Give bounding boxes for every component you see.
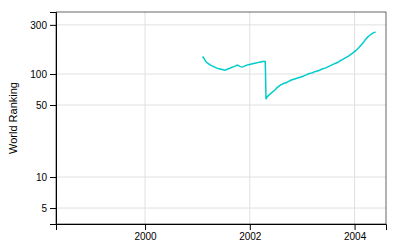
tick-mark	[250, 224, 251, 230]
grid	[56, 12, 386, 224]
grid-line	[56, 74, 386, 75]
tick-mark	[50, 177, 56, 178]
tick: 2004	[344, 224, 367, 242]
tick: 300	[30, 20, 56, 31]
grid-line	[354, 12, 355, 224]
tick-label: 5	[41, 203, 47, 214]
y-axis-title: World Ranking	[7, 82, 19, 154]
grid-line	[56, 105, 386, 106]
tick-label: 2002	[239, 231, 262, 242]
tick: 100	[30, 69, 56, 80]
tick-label: 10	[36, 172, 48, 183]
plot-frame	[56, 12, 386, 224]
tick-mark	[50, 105, 56, 106]
plot: 2000 2002 2004 5 10 50 100 300	[30, 12, 386, 242]
grid-line	[145, 12, 146, 224]
grid-line	[56, 177, 386, 178]
tick-label: 100	[30, 69, 47, 80]
y-axis: 5 10 50 100 300	[30, 13, 56, 225]
tick-label: 300	[30, 20, 47, 31]
grid-line	[56, 208, 386, 209]
grid-line	[249, 12, 250, 224]
marks	[203, 32, 376, 99]
tick: 2002	[239, 224, 262, 242]
tick: 2000	[134, 224, 157, 242]
line	[203, 32, 376, 99]
grid-line	[56, 24, 386, 25]
chart: 2000 2002 2004 5 10 50 100 300 World Ranking	[0, 0, 400, 250]
tick: 5	[41, 203, 56, 214]
axis-line	[57, 225, 387, 231]
tick-label: 2004	[344, 231, 367, 242]
tick: 50	[36, 100, 56, 111]
tick-mark	[355, 224, 356, 230]
axis-line	[50, 13, 57, 225]
tick-label: 50	[36, 100, 48, 111]
tick-mark	[145, 224, 146, 230]
tick-mark	[50, 25, 56, 26]
x-axis: 2000 2002 2004	[57, 224, 387, 242]
tick-label: 2000	[134, 231, 157, 242]
tick-mark	[50, 208, 56, 209]
tick: 10	[36, 172, 56, 183]
tick-mark	[50, 74, 56, 75]
